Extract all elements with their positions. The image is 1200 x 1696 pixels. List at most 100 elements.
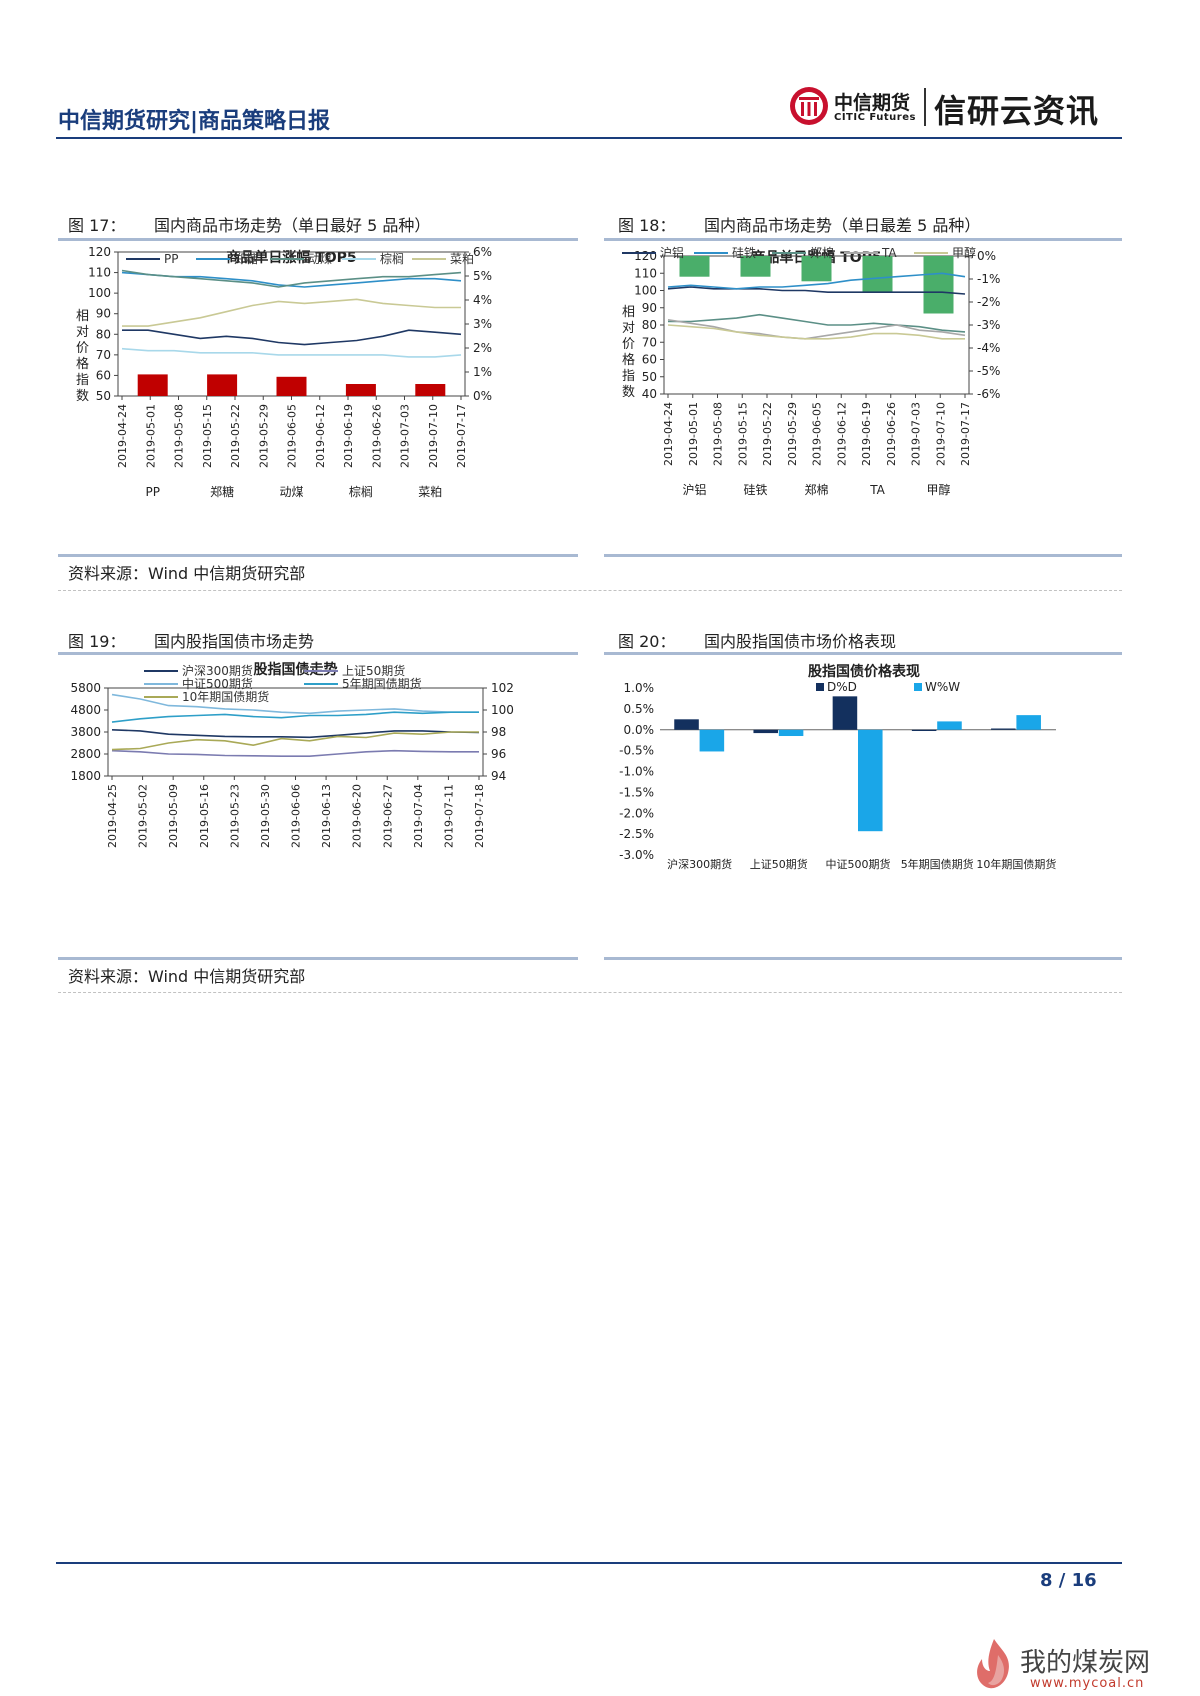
bar-硅铁 bbox=[740, 256, 771, 277]
bar-category-label: 郑糖 bbox=[210, 484, 234, 499]
header-rule bbox=[56, 137, 1122, 139]
x-tick-label: 2019-05-23 bbox=[228, 784, 241, 848]
x-tick-label: 2019-04-24 bbox=[116, 404, 129, 468]
y-tick-label: 1800 bbox=[70, 769, 101, 783]
legend-label: 10年期国债期货 bbox=[182, 689, 269, 704]
y-tick-label: 80 bbox=[642, 318, 657, 332]
fig17-title: 图 17： 国内商品市场走势（单日最好 5 品种） bbox=[68, 212, 430, 236]
x-tick-label: 2019-06-20 bbox=[351, 784, 364, 848]
bar-category-label: 甲醇 bbox=[926, 482, 950, 497]
dash-rule-2 bbox=[58, 992, 1122, 993]
y2-tick-label: -5% bbox=[977, 364, 1000, 378]
bar-category-label: 棕榈 bbox=[349, 484, 373, 499]
y-tick-label: -3.0% bbox=[619, 848, 654, 862]
x-tick-label: 2019-06-19 bbox=[342, 404, 355, 468]
y-tick-label: 110 bbox=[88, 266, 111, 280]
y-tick-label: 80 bbox=[96, 327, 111, 341]
y-tick-label: 110 bbox=[634, 266, 657, 280]
x-tick-label: 2019-06-06 bbox=[290, 784, 303, 848]
fig19-label: 图 19： bbox=[68, 632, 126, 651]
legend-label: 沪铝 bbox=[660, 245, 684, 260]
x-tick-label: 2019-06-26 bbox=[370, 404, 383, 468]
fig19-bottom-rule bbox=[58, 957, 578, 960]
fig18-label: 图 18： bbox=[618, 216, 676, 235]
legend-label: 中证500期货 bbox=[182, 676, 253, 691]
series-line-沪深300期货 bbox=[111, 729, 480, 739]
series-line-棕榈 bbox=[121, 347, 462, 358]
y-axis-label: 相对价格指数 bbox=[76, 309, 89, 404]
footer-rule bbox=[56, 1562, 1122, 1564]
legend-label: 郑棉 bbox=[810, 245, 834, 260]
y2-tick-label: -1% bbox=[977, 272, 1000, 286]
x-category-label: 10年期国债期货 bbox=[976, 857, 1056, 871]
fig18-bottom-rule bbox=[604, 554, 1122, 557]
bar-棕榈 bbox=[345, 384, 376, 396]
legend-label: D%D bbox=[827, 680, 857, 694]
series-line-甲醇 bbox=[667, 324, 965, 340]
fig19-chart: 股指国债走势 5800 4800 3800 2800 1800 102 100 98 96 94 20… bbox=[70, 661, 514, 848]
legend-label: TA bbox=[881, 246, 897, 260]
legend-label: 沪深300期货 bbox=[182, 663, 253, 678]
x-tick-label: 2019-07-03 bbox=[399, 404, 412, 468]
fig17-bottom-rule bbox=[58, 554, 578, 557]
chart-title: 股指国债价格表现 bbox=[808, 663, 920, 680]
x-category-label: 沪深300期货 bbox=[667, 857, 732, 871]
fig20-title: 图 20： 国内股指国债市场价格表现 bbox=[618, 628, 896, 652]
y-tick-label: 70 bbox=[96, 348, 111, 362]
y-tick-label: -2.5% bbox=[619, 827, 654, 841]
fig17-chart: 商品单日涨幅 TOP5 120 110 100 90 80 70 60 50 6% 5% 4% 3% 2%… bbox=[76, 245, 492, 499]
legend-label: 5年期国债期货 bbox=[342, 676, 422, 691]
bar-沪铝 bbox=[679, 256, 710, 277]
x-tick-label: 2019-04-24 bbox=[662, 402, 675, 466]
x-tick-label: 2019-06-13 bbox=[320, 784, 333, 848]
series-line-10年期国债期货 bbox=[111, 731, 479, 751]
x-tick-label: 2019-05-15 bbox=[201, 404, 214, 468]
y2-tick-label: 4% bbox=[473, 293, 492, 307]
bar-菜粕 bbox=[415, 384, 446, 396]
bar-W%W-中证500期货 bbox=[858, 729, 883, 832]
logo-cn-text: 中信期货 bbox=[834, 92, 911, 114]
bar-D%D-沪深300期货 bbox=[674, 719, 699, 730]
plot-frame bbox=[117, 251, 466, 397]
series-line-沪铝 bbox=[667, 286, 966, 295]
y-tick-label: 120 bbox=[634, 249, 657, 263]
y-tick-label: 3800 bbox=[70, 725, 101, 739]
x-tick-label: 2019-05-22 bbox=[229, 404, 242, 468]
x-category-label: 中证500期货 bbox=[826, 857, 891, 871]
source-note-1: 资料来源：Wind 中信期货研究部 bbox=[68, 564, 306, 583]
y2-tick-label: -4% bbox=[977, 341, 1000, 355]
x-tick-label: 2019-05-22 bbox=[761, 402, 774, 466]
y-tick-label: 90 bbox=[96, 307, 111, 321]
x-tick-label: 2019-05-30 bbox=[259, 784, 272, 848]
bar-W%W-5年期国债期货 bbox=[937, 721, 962, 730]
report-title: 中信期货研究|商品策略日报 bbox=[58, 109, 331, 134]
x-tick-label: 2019-07-03 bbox=[910, 402, 923, 466]
citic-logo-icon bbox=[790, 87, 828, 125]
y2-tick-label: -6% bbox=[977, 387, 1000, 401]
y-tick-label: 100 bbox=[634, 284, 657, 298]
y-tick-label: -0.5% bbox=[619, 744, 654, 758]
y-tick-label: 70 bbox=[642, 335, 657, 349]
bar-category-label: 郑棉 bbox=[804, 482, 828, 497]
bar-W%W-上证50期货 bbox=[778, 729, 804, 737]
y-tick-label: 50 bbox=[96, 389, 111, 403]
bar-郑棉 bbox=[801, 256, 832, 282]
fig19-title: 图 19： 国内股指国债市场走势 bbox=[68, 628, 314, 652]
legend-swatch-D%D bbox=[816, 683, 824, 691]
y-tick-label: 90 bbox=[642, 301, 657, 315]
x-tick-label: 2019-07-17 bbox=[959, 402, 972, 466]
bar-category-label: 动煤 bbox=[279, 485, 303, 499]
bar-D%D-5年期国债期货 bbox=[911, 729, 937, 732]
x-tick-label: 2019-05-08 bbox=[712, 402, 725, 466]
x-tick-label: 2019-05-02 bbox=[137, 784, 150, 848]
series-line-TA bbox=[667, 319, 966, 340]
fig20-rule bbox=[604, 652, 1122, 655]
y2-tick-label: 100 bbox=[491, 703, 514, 717]
legend-label: 上证50期货 bbox=[342, 663, 405, 678]
x-tick-label: 2019-05-16 bbox=[198, 784, 211, 848]
fig19-caption: 国内股指国债市场走势 bbox=[154, 632, 315, 651]
y2-tick-label: 0% bbox=[977, 249, 996, 263]
watermark-url: www.mycoal.cn bbox=[1030, 1676, 1145, 1691]
logo-en-text: CITIC Futures bbox=[834, 112, 916, 123]
y-tick-label: 1.0% bbox=[624, 681, 655, 695]
